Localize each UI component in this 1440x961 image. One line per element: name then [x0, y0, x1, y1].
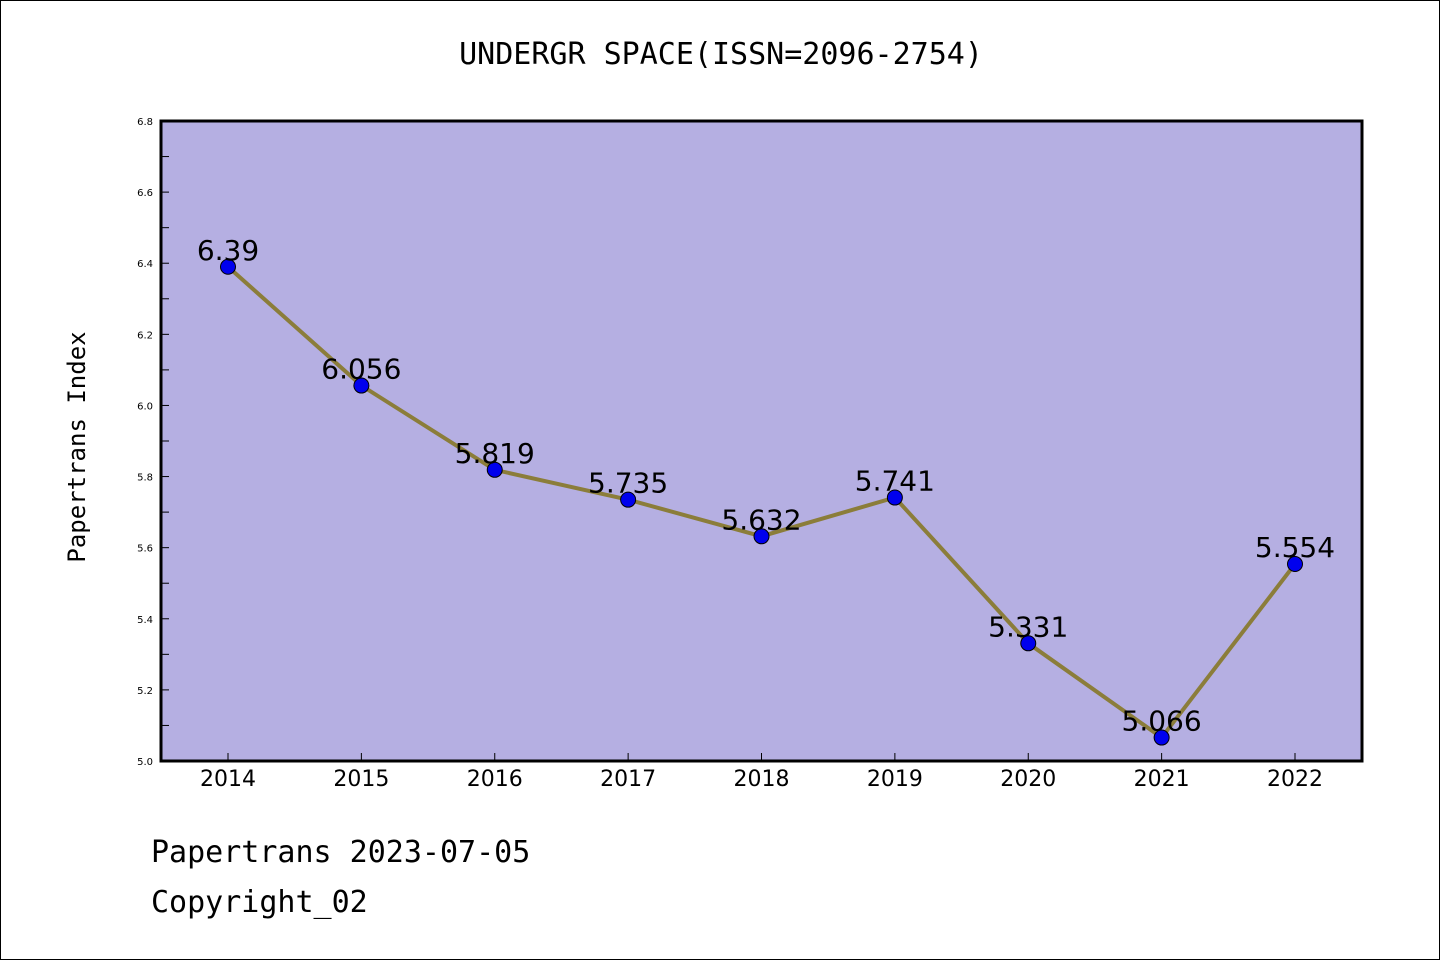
x-tick-label: 2022: [1267, 767, 1323, 792]
y-tick-label: 5.2: [137, 686, 153, 697]
data-point: [1153, 729, 1170, 746]
data-labels: 6.39 6.056 5.819 5.735 5.632 5.741 5.331 5.066 5…: [197, 234, 1335, 738]
x-tick-label: 2014: [200, 767, 256, 792]
x-tick-label: 2019: [867, 767, 923, 792]
data-point: [353, 377, 370, 394]
data-label: 5.554: [1255, 531, 1335, 564]
data-point: [1020, 635, 1037, 652]
data-point: [753, 528, 770, 545]
plot-area: [161, 121, 1362, 761]
footer-copyright: Copyright_02: [151, 885, 368, 920]
data-label: 5.066: [1122, 705, 1202, 738]
y-tick-label: 5.0: [137, 757, 153, 768]
y-tick-label: 6.2: [137, 330, 153, 341]
data-point: [486, 461, 503, 478]
y-tick-label: 5.6: [137, 544, 153, 555]
y-tick-label: 6.6: [137, 188, 153, 199]
x-tick-label: 2018: [734, 767, 790, 792]
x-tick-label: 2015: [333, 767, 389, 792]
data-label: 5.819: [455, 437, 535, 470]
chart-title: UNDERGR SPACE(ISSN=2096-2754): [459, 37, 983, 72]
data-point: [1287, 556, 1303, 573]
data-point: [220, 258, 236, 275]
plot-border: [159, 119, 1364, 763]
data-label: 6.39: [197, 234, 259, 267]
data-label: 5.741: [855, 465, 935, 498]
y-tick-label: 6.0: [137, 401, 153, 412]
y-tick-label: 5.8: [137, 473, 153, 484]
data-point: [620, 491, 637, 508]
y-tick-label: 5.4: [137, 615, 153, 626]
x-tick-label: 2017: [600, 767, 656, 792]
x-tick-label: 2021: [1134, 767, 1190, 792]
data-label: 5.735: [588, 467, 668, 500]
data-label: 5.331: [988, 610, 1068, 643]
data-label: 5.632: [721, 503, 801, 536]
x-tick-label: 2020: [1000, 767, 1056, 792]
data-points: [220, 258, 1303, 746]
data-label: 6.056: [321, 353, 401, 386]
x-tick-label: 2016: [467, 767, 523, 792]
x-axis: 2014 2015 2016 2017 2018 2019 2020 2021 2022: [200, 753, 1323, 792]
y-tick-label: 6.8: [137, 117, 153, 128]
data-point: [886, 489, 903, 506]
y-tick-label: 6.4: [137, 259, 153, 270]
footer-date: Papertrans 2023-07-05: [151, 835, 531, 870]
